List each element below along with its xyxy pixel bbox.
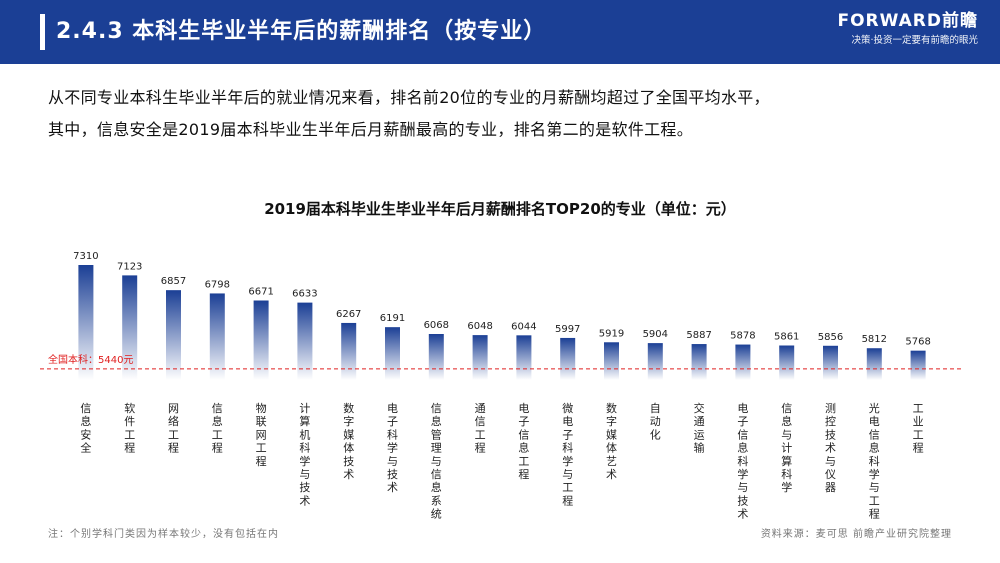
- bar-12: [560, 337, 576, 380]
- value-label-18: 5856: [818, 332, 843, 343]
- intro-line-2: 其中，信息安全是2019届本科毕业生半年后月薪酬最高的专业，排名第二的是软件工程…: [48, 120, 694, 139]
- value-label-7: 6267: [336, 309, 361, 320]
- value-label-4: 6798: [205, 279, 230, 290]
- bar-7: [341, 322, 357, 380]
- salary-bar-chart: 7310 7123 6857 6798 6671 6633 6267 6191 6068 6048…: [40, 251, 962, 520]
- category-label-15: 交通运输: [694, 401, 705, 455]
- header-accent-bar: [40, 14, 45, 50]
- value-label-19: 5812: [862, 334, 887, 345]
- bar-3: [166, 290, 181, 380]
- category-label-9: 信息管理与信息系统: [431, 402, 442, 520]
- intro-paragraph: 从不同专业本科生毕业半年后的就业情况来看，排名前20位的专业的月薪酬均超过了全国…: [48, 82, 958, 146]
- value-label-10: 6048: [467, 321, 492, 332]
- bar-2: [122, 275, 138, 380]
- category-label-5: 物联网工程: [256, 401, 267, 468]
- bar-6: [297, 302, 313, 380]
- value-label-12: 5997: [555, 324, 580, 335]
- bar-9: [428, 334, 444, 380]
- category-label-3: 网络工程: [168, 402, 179, 455]
- category-label-7: 数字媒体技术: [343, 402, 354, 481]
- category-label-8: 电子科学与技术: [387, 402, 398, 494]
- value-label-15: 5887: [686, 330, 711, 341]
- bar-11: [516, 335, 532, 380]
- category-label-17: 信息与计算科学: [781, 402, 792, 494]
- bar-18: [823, 345, 838, 380]
- national-average-label: 全国本科：5440元: [48, 353, 133, 366]
- category-label-6: 计算机科学与技术: [299, 402, 310, 507]
- value-label-2: 7123: [117, 261, 142, 272]
- bar-16: [735, 344, 751, 380]
- value-label-14: 5904: [643, 329, 668, 340]
- category-label-2: 软件工程: [124, 401, 135, 455]
- value-label-11: 6044: [511, 321, 536, 332]
- value-label-20: 5768: [905, 337, 930, 348]
- bar-15: [691, 344, 707, 380]
- value-label-17: 5861: [774, 332, 799, 343]
- value-label-8: 6191: [380, 313, 405, 324]
- category-label-4: 信息工程: [212, 402, 223, 455]
- category-label-20: 工业工程: [913, 402, 924, 455]
- category-label-1: 信息安全: [80, 402, 91, 455]
- header-bar: 2.4.3 本科生毕业半年后的薪酬排名（按专业） FORWARD前瞻 决策·投资…: [0, 0, 1000, 64]
- value-label-3: 6857: [161, 276, 186, 287]
- bar-20: [910, 350, 926, 380]
- value-label-16: 5878: [730, 331, 755, 342]
- chart-title: 2019届本科毕业生毕业半年后月薪酬排名TOP20的专业（单位：元）: [264, 200, 736, 218]
- bar-1: [78, 265, 94, 380]
- category-label-18: 测控技术与仪器: [825, 402, 836, 494]
- footnote: 注：个别学科门类因为样本较少，没有包括在内: [48, 529, 279, 540]
- bar-8: [385, 327, 400, 380]
- value-label-6: 6633: [292, 289, 317, 300]
- category-label-16: 电子信息科学与技术: [737, 402, 748, 520]
- value-label-13: 5919: [599, 328, 624, 339]
- bar-10: [472, 335, 488, 380]
- bar-19: [866, 348, 882, 380]
- bar-13: [604, 342, 619, 380]
- bar-14: [647, 343, 663, 380]
- source-note: 资料来源：麦可思 前瞻产业研究院整理: [760, 529, 952, 540]
- page-title: 2.4.3 本科生毕业半年后的薪酬排名（按专业）: [56, 19, 547, 44]
- category-label-13: 数字媒体艺术: [606, 402, 617, 481]
- category-label-12: 微电子科学与工程: [562, 401, 573, 507]
- brand-slogan: 决策·投资一定要有前瞻的眼光: [851, 35, 978, 46]
- category-label-10: 通信工程: [475, 402, 486, 455]
- category-label-11: 电子信息工程: [518, 402, 529, 481]
- category-label-14: 自动化: [650, 402, 661, 441]
- value-label-9: 6068: [424, 320, 449, 331]
- intro-line-1: 从不同专业本科生毕业半年后的就业情况来看，排名前20位的专业的月薪酬均超过了全国…: [48, 88, 770, 107]
- value-label-1: 7310: [73, 251, 98, 262]
- bar-5: [253, 300, 269, 380]
- category-label-19: 光电信息科学与工程: [869, 401, 880, 520]
- brand-logo: FORWARD前瞻 决策·投资一定要有前瞻的眼光: [778, 10, 978, 48]
- value-label-5: 6671: [248, 287, 273, 298]
- bar-4: [209, 293, 225, 380]
- bar-17: [779, 345, 795, 380]
- brand-name: FORWARD前瞻: [837, 11, 978, 31]
